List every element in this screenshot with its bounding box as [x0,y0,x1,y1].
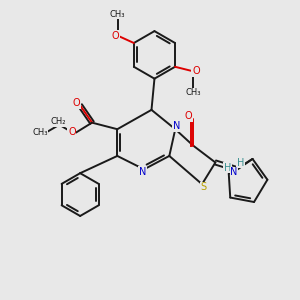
Text: CH₂: CH₂ [50,117,66,126]
Text: O: O [73,98,80,108]
Text: CH₃: CH₃ [110,10,125,19]
Text: O: O [185,111,193,122]
Text: H: H [237,158,244,168]
Text: S: S [200,182,207,192]
Text: CH₃: CH₃ [32,128,48,137]
Text: N: N [173,121,180,131]
Text: N: N [230,167,238,177]
Text: O: O [68,127,76,137]
Text: H: H [224,163,231,173]
Text: O: O [111,31,119,40]
Text: N: N [139,167,146,177]
Text: O: O [192,66,200,76]
Text: CH₃: CH₃ [185,88,201,97]
